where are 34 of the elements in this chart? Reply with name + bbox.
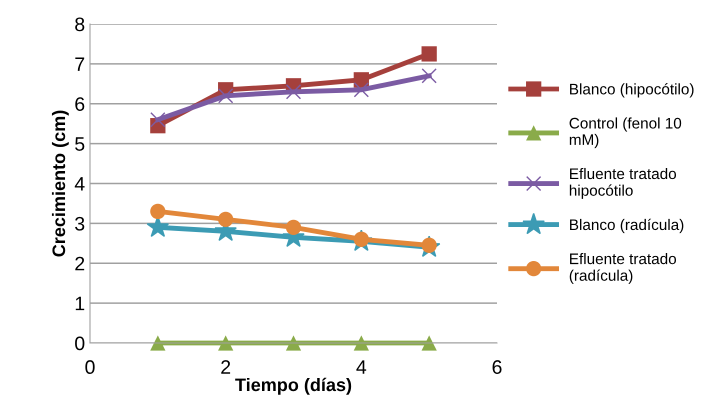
point (422, 335, 437, 351)
point (218, 88, 234, 104)
legend-label: Efluente tratado hipocótilo (570, 168, 676, 199)
x-axis-title: Tiempo (días) (235, 378, 352, 395)
point (218, 335, 234, 351)
point (422, 68, 437, 84)
point (218, 212, 234, 228)
y-tick-label: 0 (75, 336, 84, 350)
x-tick-label: 6 (492, 360, 502, 374)
point (150, 112, 166, 128)
point (150, 204, 166, 220)
y-tick-label: 1 (76, 296, 84, 310)
point (422, 46, 437, 62)
y-axis-title: Crecimiento (cm) (52, 110, 69, 256)
x-tick-label: 4 (356, 360, 366, 374)
legend-label: Blanco (hipocótilo) (570, 83, 694, 98)
point (150, 335, 166, 351)
point (286, 335, 302, 351)
legend-label: Control (fenol 10 mM) (570, 117, 682, 148)
y-tick-label: 4 (74, 177, 85, 191)
point (354, 82, 369, 98)
y-tick-label: 8 (75, 17, 84, 32)
y-tick-label: 6 (75, 97, 84, 111)
x-tick-label: 2 (221, 360, 230, 374)
y-tick-label: 2 (75, 256, 84, 270)
legend-label: Blanco (radícula) (570, 218, 684, 234)
y-tick-label: 5 (75, 137, 84, 151)
point (354, 335, 369, 351)
x-tick-label: 0 (85, 360, 95, 374)
legend-label: Efluente tratado (radícula) (570, 252, 676, 284)
y-tick-label: 7 (75, 58, 84, 71)
point (286, 84, 302, 100)
y-tick-label: 3 (75, 216, 84, 231)
point (286, 220, 302, 235)
